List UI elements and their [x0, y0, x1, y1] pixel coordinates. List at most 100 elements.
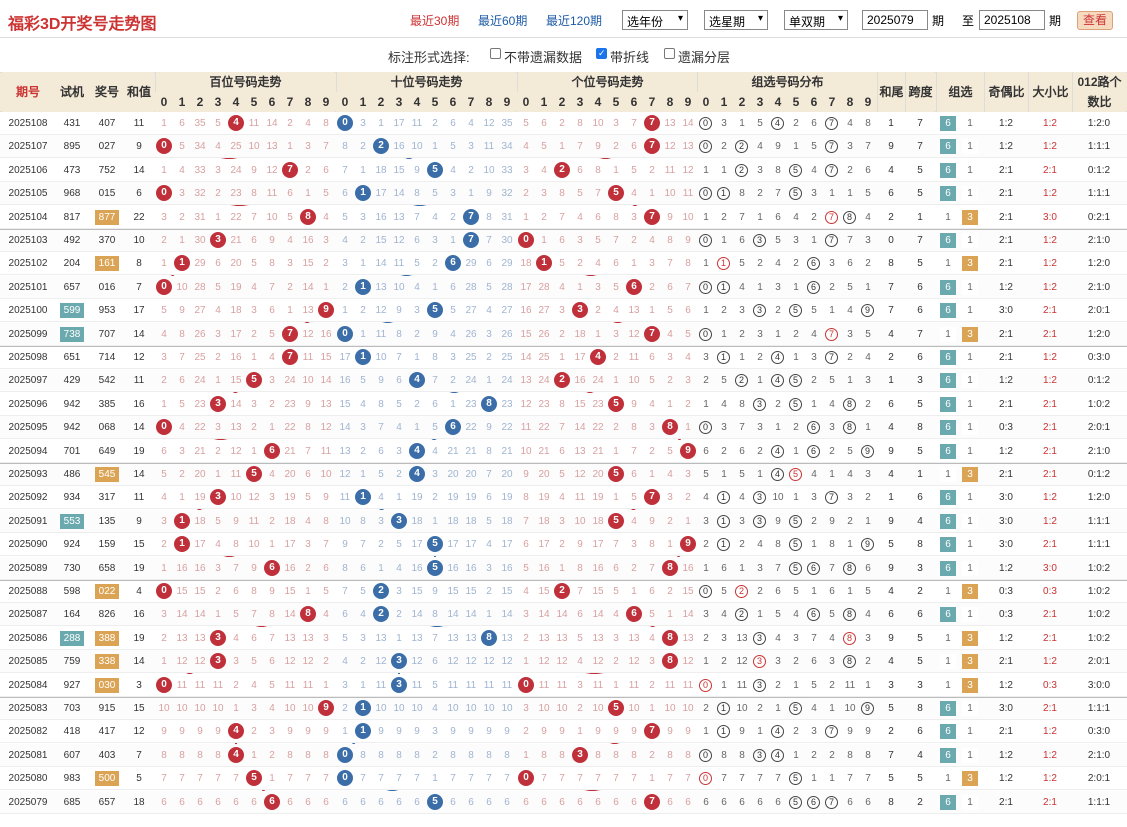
- missing-count: 20: [194, 469, 206, 480]
- missing-count: 12: [447, 656, 459, 668]
- missing-count: 3: [161, 352, 167, 363]
- missing-count: 6: [523, 539, 529, 551]
- route-cell: 0:3:0: [1087, 726, 1111, 738]
- col-bigsmall-header: 大小比: [1028, 72, 1072, 112]
- missing-count: 4: [559, 492, 565, 504]
- bigsmall-cell: 2:1: [1043, 328, 1057, 340]
- group-missing: 5: [793, 586, 799, 597]
- parity-select[interactable]: 单双期: [784, 10, 848, 30]
- winning-digit: 3: [210, 395, 226, 412]
- issue-cell: 2025087: [8, 609, 48, 621]
- group-missing: 2: [829, 749, 835, 761]
- group-six-cell: 6: [940, 420, 956, 436]
- tail-cell: 4: [888, 656, 894, 668]
- oddeven-cell: 0:3: [999, 609, 1013, 621]
- to-issue-input[interactable]: 2025108: [979, 10, 1045, 30]
- missing-count: 3: [269, 726, 275, 738]
- group-six-cell: 1: [940, 326, 956, 342]
- missing-count: 6: [486, 796, 492, 808]
- group-missing: 5: [865, 188, 871, 200]
- year-select[interactable]: 选年份: [622, 10, 688, 30]
- missing-count: 32: [501, 188, 513, 200]
- missing-count: 17: [538, 539, 550, 551]
- winning-digit: 5: [608, 466, 624, 482]
- missing-count: 19: [284, 492, 296, 504]
- route-cell: 0:1:2: [1087, 469, 1111, 480]
- group-missing: 3: [811, 188, 817, 200]
- missing-count: 16: [302, 235, 314, 246]
- missing-count: 4: [161, 328, 167, 340]
- missing-count: 5: [215, 515, 221, 527]
- missing-count: 9: [251, 164, 257, 176]
- span-cell: 1: [917, 211, 923, 223]
- missing-count: 9: [197, 726, 203, 738]
- group-missing: 1: [829, 703, 835, 714]
- missing-count: 8: [396, 749, 402, 761]
- group-missing: 2: [811, 515, 817, 527]
- missing-count: 7: [396, 773, 402, 785]
- missing-count: 22: [230, 211, 242, 223]
- missing-count: 10: [664, 703, 676, 714]
- prize-cell: 388: [95, 630, 119, 646]
- span-cell: 3: [917, 679, 923, 691]
- span-cell: 4: [917, 515, 923, 527]
- group-missing: 5: [829, 609, 835, 621]
- col-trial-header: 试机: [54, 72, 90, 112]
- search-button[interactable]: 查看: [1077, 11, 1113, 30]
- missing-count: 4: [396, 562, 402, 574]
- group-missing: 4: [775, 258, 781, 270]
- link-recent-60[interactable]: 最近60期: [478, 14, 528, 28]
- group-three-cell: 1: [962, 560, 978, 576]
- missing-count: 14: [375, 258, 387, 270]
- group-digit: 0: [699, 140, 712, 154]
- missing-count: 5: [577, 188, 583, 200]
- missing-count: 6: [179, 796, 185, 808]
- missing-count: 6: [541, 118, 547, 129]
- missing-count: 7: [414, 773, 420, 785]
- oddeven-cell: 2:1: [999, 188, 1013, 200]
- missing-count: 12: [302, 328, 314, 340]
- missing-count: 23: [465, 398, 477, 410]
- missing-count: 4: [269, 469, 275, 480]
- missing-count: 1: [251, 352, 257, 363]
- tail-cell: 5: [888, 703, 894, 714]
- group-missing: 6: [775, 211, 781, 223]
- missing-count: 11: [483, 679, 495, 691]
- link-recent-30[interactable]: 最近30期: [410, 14, 460, 28]
- group-digit: 5: [789, 561, 802, 575]
- missing-count: 11: [682, 679, 694, 691]
- missing-count: 10: [592, 118, 604, 129]
- weekday-select[interactable]: 选星期: [704, 10, 768, 30]
- winning-digit: 3: [391, 653, 407, 670]
- winning-digit: 5: [427, 536, 443, 553]
- tail-cell: 1: [888, 375, 894, 387]
- missing-count: 1: [414, 422, 420, 434]
- group-missing: 2: [757, 703, 763, 714]
- missing-count: 9: [378, 375, 384, 387]
- missing-count: 11: [628, 679, 640, 691]
- missing-count: 1: [685, 515, 691, 527]
- prize-cell: 657: [98, 796, 116, 808]
- table-row: [0, 673, 1127, 697]
- group-three-cell: 1: [962, 373, 978, 389]
- checkbox-polyline[interactable]: [596, 48, 607, 59]
- checkbox-no-missing[interactable]: [490, 48, 501, 59]
- missing-count: 11: [556, 679, 568, 691]
- checkbox-layered[interactable]: [664, 48, 675, 59]
- from-issue-input[interactable]: 2025079: [862, 10, 928, 30]
- group-missing: 4: [865, 609, 871, 621]
- missing-count: 3: [613, 328, 619, 340]
- missing-count: 3: [396, 445, 402, 457]
- missing-count: 10: [176, 703, 188, 714]
- link-recent-120[interactable]: 最近120期: [546, 14, 603, 28]
- missing-count: 1: [251, 749, 257, 761]
- winning-digit: 1: [355, 185, 371, 202]
- missing-count: 2: [541, 211, 547, 223]
- oddeven-cell: 2:1: [999, 796, 1013, 808]
- col-issue-header[interactable]: 期号: [2, 72, 54, 112]
- sum-cell: 6: [136, 188, 142, 200]
- missing-count: 19: [501, 492, 513, 504]
- missing-count: 2: [667, 515, 673, 527]
- group-digit: 7: [825, 210, 838, 224]
- missing-count: 1: [432, 773, 438, 785]
